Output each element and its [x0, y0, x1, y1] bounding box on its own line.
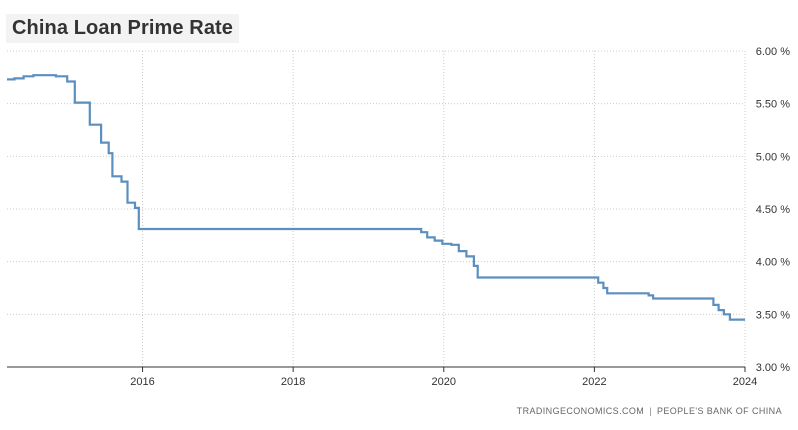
grid-lines — [7, 50, 746, 367]
x-tick-label: 2022 — [582, 376, 606, 388]
y-tick-label: 5.00 % — [756, 151, 790, 163]
source-org: PEOPLE'S BANK OF CHINA — [656, 406, 782, 416]
x-tick-label: 2018 — [281, 376, 305, 388]
source-attribution: TRADINGECONOMICS.COM | PEOPLE'S BANK OF CH… — [517, 406, 782, 416]
x-tick-label: 2020 — [432, 376, 456, 388]
x-tick-label: 2024 — [733, 376, 757, 388]
series-line-0 — [7, 74, 745, 321]
tick-labels: 3.00 % 3.50 % 4.00 % 4.50 % 5.00 % 5.50 % 6.00… — [130, 46, 790, 388]
series-group — [7, 74, 745, 321]
y-tick-label: 3.00 % — [756, 362, 790, 374]
x-tick-label: 2016 — [130, 376, 154, 388]
y-tick-label: 5.50 % — [756, 99, 790, 111]
y-tick-label: 4.50 % — [756, 204, 790, 216]
source-separator: | — [649, 406, 652, 416]
y-tick-label: 3.50 % — [756, 309, 790, 321]
source-site[interactable]: TRADINGECONOMICS.COM — [516, 406, 645, 416]
y-tick-label: 4.00 % — [756, 257, 790, 269]
chart-title-box: China Loan Prime Rate — [6, 14, 240, 43]
axes — [7, 366, 746, 372]
chart-title: China Loan Prime Rate — [12, 17, 234, 39]
y-tick-label: 6.00 % — [756, 46, 790, 58]
